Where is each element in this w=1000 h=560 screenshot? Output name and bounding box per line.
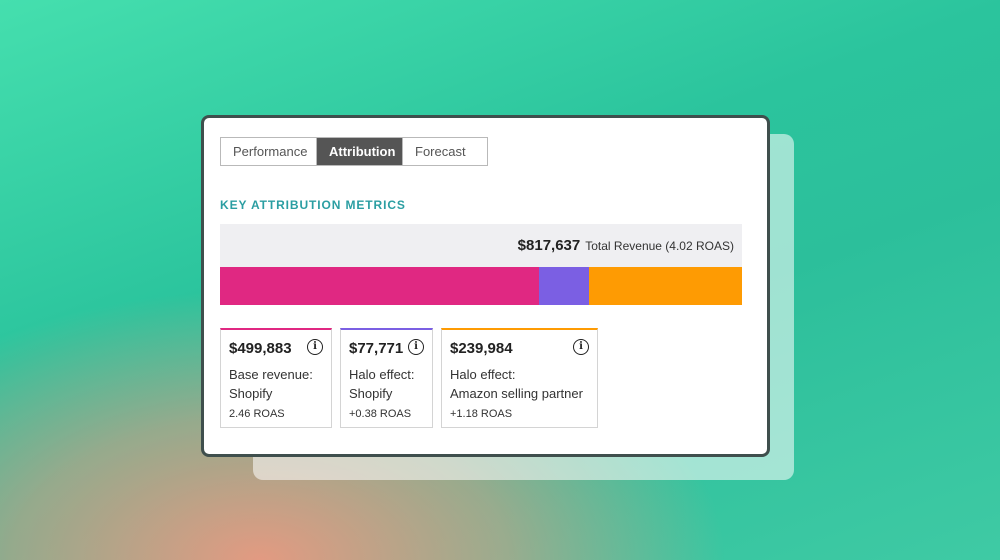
metric-value: $499,883 [229, 340, 292, 357]
bar-segment-base-revenue-shopify[interactable] [220, 267, 540, 305]
attribution-panel: Performance Attribution Forecast KEY ATT… [201, 115, 770, 457]
metric-title-line1: Halo effect: [450, 367, 516, 382]
metric-value: $77,771 [349, 340, 404, 357]
metric-title-line1: Base revenue: [229, 367, 313, 382]
metric-card-halo-amazon: $239,984 i Halo effect: Amazon selling p… [441, 328, 598, 428]
metric-title-line2: Shopify [349, 386, 393, 401]
revenue-breakdown-bar [220, 267, 742, 305]
total-revenue-label: Total Revenue (4.02 ROAS) [585, 238, 734, 253]
metric-value: $239,984 [450, 340, 513, 357]
metric-card-halo-shopify: $77,771 i Halo effect: Shopify +0.38 ROA… [340, 328, 433, 428]
tab-forecast[interactable]: Forecast [403, 138, 487, 165]
tab-performance[interactable]: Performance [221, 138, 317, 165]
metric-title-line2: Amazon selling partner [450, 386, 583, 401]
metric-title: Base revenue: Shopify [229, 365, 323, 403]
metric-roas: +1.18 ROAS [450, 408, 513, 420]
info-icon[interactable]: i [408, 339, 424, 355]
metric-title: Halo effect: Shopify [349, 365, 424, 403]
info-icon[interactable]: i [573, 339, 589, 355]
bar-segment-halo-amazon[interactable] [588, 267, 742, 305]
metric-roas: +0.38 ROAS [349, 408, 412, 420]
metric-roas: 2.46 ROAS [229, 408, 285, 420]
metric-title-line1: Halo effect: [349, 367, 415, 382]
info-icon[interactable]: i [307, 339, 323, 355]
metric-title-line2: Shopify [229, 386, 273, 401]
tab-attribution[interactable]: Attribution [317, 138, 403, 165]
bar-segment-halo-shopify[interactable] [539, 267, 589, 305]
tab-bar: Performance Attribution Forecast [220, 137, 488, 166]
section-title: KEY ATTRIBUTION METRICS [220, 198, 406, 212]
metric-title: Halo effect: Amazon selling partner [450, 365, 589, 403]
total-revenue-strip: $817,637 Total Revenue (4.02 ROAS) [220, 224, 742, 267]
metric-cards: $499,883 i Base revenue: Shopify 2.46 RO… [220, 328, 598, 428]
total-revenue-value: $817,637 [517, 237, 581, 254]
metric-card-base-revenue: $499,883 i Base revenue: Shopify 2.46 RO… [220, 328, 332, 428]
